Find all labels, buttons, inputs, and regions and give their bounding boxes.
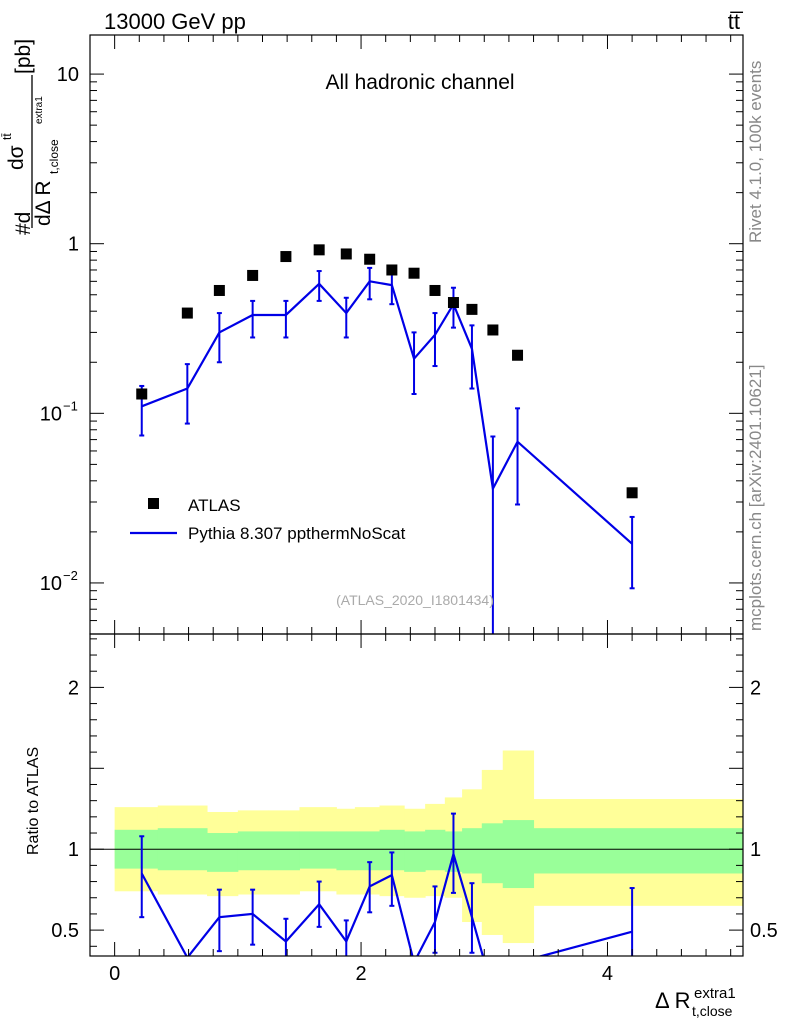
main-plot-area xyxy=(136,244,638,634)
atlas-data-point xyxy=(512,349,524,361)
main-panel-title: All hadronic channel xyxy=(325,71,514,94)
ratio-frame xyxy=(89,633,744,957)
legend: ATLAS Pythia 8.307 ppthermNoScat xyxy=(130,496,406,543)
atlas-data-point xyxy=(313,244,325,256)
ratio-y-tick-label-left: 2 xyxy=(68,677,79,699)
legend-label-pythia: Pythia 8.307 ppthermNoScat xyxy=(188,524,406,543)
main-frame xyxy=(89,34,744,635)
ylabel-unit: [pb] xyxy=(12,39,35,74)
ratio-band-inner xyxy=(207,833,239,872)
ylabel-denominator-sub: t,close xyxy=(47,139,61,174)
atlas-data-point xyxy=(487,324,499,336)
main-y-axis-label: #d dσ tt̄ dΔ R t,close extra1 [pb] xyxy=(0,39,61,235)
mcplots-label: mcplots.cern.ch [arXiv:2401.10621] xyxy=(746,365,765,631)
ratio-x-tick-label: 4 xyxy=(602,963,613,985)
ratio-band-inner xyxy=(299,831,337,869)
atlas-data-point xyxy=(466,303,478,315)
ratio-y-tick-label-right: 2 xyxy=(750,677,761,699)
atlas-data-point xyxy=(247,269,259,281)
ratio-y-axis-label: Ratio to ATLAS xyxy=(25,747,42,855)
main-y-tick-label: 10 xyxy=(40,403,62,425)
ratio-band-inner xyxy=(354,831,381,871)
analysis-id-label: (ATLAS_2020_I1801434) xyxy=(336,592,494,608)
atlas-data-point xyxy=(386,264,398,276)
ratio-y-tick-label-right: 1 xyxy=(750,839,761,861)
ratio-band-inner xyxy=(237,831,270,871)
ratio-y-tick-label-left: 1 xyxy=(68,839,79,861)
atlas-data-point xyxy=(280,251,292,263)
process-label: tt̅ xyxy=(728,9,744,34)
atlas-data-point xyxy=(626,487,638,499)
atlas-data-point xyxy=(429,284,441,296)
ratio-band-inner xyxy=(425,829,446,871)
ratio-band-inner xyxy=(481,823,504,884)
ratio-y-tick-label-right: 0.5 xyxy=(750,920,778,942)
rivet-version-label: Rivet 4.1.0, 100k events xyxy=(746,61,765,243)
atlas-data-point xyxy=(364,253,376,265)
ratio-plot-area xyxy=(90,750,743,956)
xlabel-main: Δ R xyxy=(655,988,690,1013)
ylabel-denominator-sup: extra1 xyxy=(34,96,45,124)
ratio-band-inner xyxy=(462,828,483,874)
ratio-band-inner xyxy=(404,831,426,872)
ylabel-numerator-sup: tt̄ xyxy=(0,133,14,140)
xlabel-sup: extra1 xyxy=(694,985,736,1002)
atlas-data-point xyxy=(213,284,225,296)
ratio-x-tick-label: 2 xyxy=(355,963,366,985)
legend-label-atlas: ATLAS xyxy=(188,496,241,515)
atlas-data-point xyxy=(340,248,352,260)
mc-series-line xyxy=(141,280,633,545)
ylabel-numerator: dσ xyxy=(5,145,28,170)
ratio-band-inner xyxy=(533,828,743,874)
ratio-y-tick-label-left: 0.5 xyxy=(51,920,79,942)
ratio-band-inner xyxy=(336,831,356,871)
ratio-band-inner xyxy=(502,820,535,889)
ratio-axis-ticks: 0.5 0.5 1 1 2 2 0 2 4 xyxy=(51,634,778,985)
main-y-tick-label-exp: −2 xyxy=(63,568,78,583)
atlas-data-point xyxy=(136,388,148,400)
xlabel-sub: t,close xyxy=(692,1003,733,1019)
ratio-x-axis-label: Δ R extra1 t,close xyxy=(655,985,736,1019)
main-y-tick-label-exp: −1 xyxy=(63,398,78,413)
main-y-tick-label: 10 xyxy=(57,64,79,86)
legend-marker-atlas xyxy=(148,498,159,509)
energy-label: 13000 GeV pp xyxy=(104,9,246,34)
main-y-tick-label: 10 xyxy=(40,573,62,595)
ratio-series-line xyxy=(140,850,633,956)
ratio-x-tick-label: 0 xyxy=(109,963,120,985)
atlas-data-point xyxy=(181,307,193,319)
atlas-data-point xyxy=(447,297,459,309)
atlas-data-point xyxy=(408,267,420,279)
ratio-band-inner xyxy=(268,831,300,871)
ratio-panel: 0.5 0.5 1 1 2 2 0 2 4 Ratio to ATLAS Δ R extra1 … xyxy=(25,633,778,1019)
ylabel-prefix: #d xyxy=(12,212,35,235)
main-y-tick-label: 1 xyxy=(68,234,79,256)
ylabel-denominator: dΔ R xyxy=(32,180,55,226)
